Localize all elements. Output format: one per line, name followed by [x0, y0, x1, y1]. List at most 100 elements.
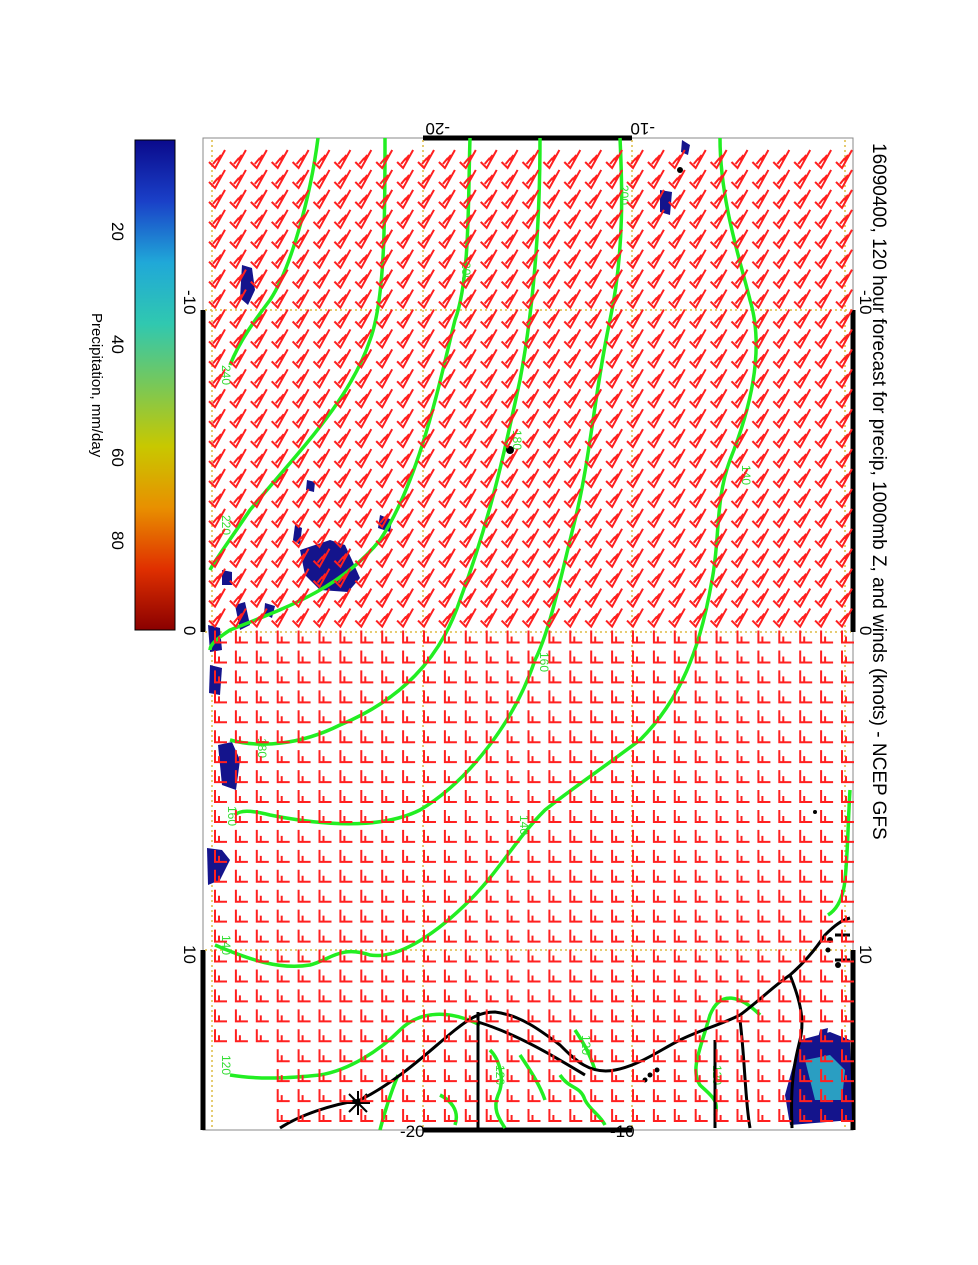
wind-barb	[548, 849, 562, 863]
wind-barb	[584, 309, 603, 330]
wind-barb	[443, 929, 457, 943]
wind-barb	[793, 368, 812, 389]
wind-barb	[464, 929, 478, 943]
wind-barb	[276, 809, 290, 823]
wind-barb	[647, 269, 665, 290]
wind-barb	[479, 588, 498, 609]
wind-barb	[542, 388, 561, 409]
wind-barb	[799, 770, 813, 784]
wind-barb	[778, 1009, 792, 1023]
wind-barb	[297, 630, 311, 644]
wind-barb	[234, 869, 248, 883]
wind-barb	[381, 929, 395, 943]
wind-barb	[333, 468, 352, 489]
wind-barb	[255, 809, 269, 823]
wind-barb	[730, 408, 749, 429]
wind-barb	[647, 528, 665, 549]
wind-barb	[291, 428, 310, 449]
wind-barb	[360, 770, 374, 784]
wind-barb	[542, 368, 561, 389]
wind-barb	[333, 428, 352, 449]
wind-barb	[542, 528, 561, 549]
wind-barb	[709, 189, 728, 210]
wind-barb	[563, 348, 582, 370]
wind-barb	[626, 408, 644, 429]
wind-barb	[375, 189, 394, 210]
wind-barb	[438, 368, 456, 389]
wind-barb	[375, 588, 394, 609]
wind-barb	[276, 1109, 290, 1122]
wind-barb	[333, 528, 352, 549]
wind-barb	[229, 368, 247, 389]
wind-barb	[527, 770, 541, 784]
wind-barb	[291, 388, 310, 409]
wind-barb	[229, 169, 247, 190]
wind-barb	[506, 849, 520, 863]
wind-barb	[339, 1089, 353, 1103]
wind-barb	[548, 730, 562, 744]
wind-barb	[402, 1109, 416, 1122]
wind-barb	[381, 809, 395, 823]
wind-barb	[443, 909, 457, 923]
wind-barb	[464, 750, 478, 764]
wind-barb	[402, 809, 416, 823]
wind-barb	[841, 770, 854, 784]
wind-barb	[276, 1069, 290, 1083]
wind-barb	[673, 869, 687, 883]
wind-barb	[688, 229, 707, 250]
wind-barb	[312, 568, 331, 589]
wind-barb	[417, 309, 435, 330]
wind-barb	[318, 929, 332, 943]
wind-barb	[318, 650, 332, 664]
wind-barb	[229, 468, 247, 489]
wind-barb	[799, 989, 813, 1003]
wind-barb	[632, 670, 645, 684]
wind-barb	[799, 809, 813, 823]
wind-barb	[527, 889, 541, 903]
wind-barb	[527, 989, 541, 1003]
wind-barb	[569, 1029, 583, 1043]
wind-barb	[291, 528, 310, 549]
wind-barb	[605, 388, 623, 409]
wind-barb	[318, 829, 332, 843]
wind-barb	[360, 829, 374, 843]
wind-barb	[632, 730, 645, 744]
wind-barb	[506, 1029, 520, 1043]
wind-barb	[715, 650, 729, 664]
wind-barb	[799, 929, 813, 943]
wind-barb	[751, 428, 770, 449]
wind-barb	[208, 568, 226, 589]
wind-barb	[548, 690, 562, 704]
wind-barb	[772, 328, 791, 350]
wind-barb	[527, 829, 541, 843]
wind-barb	[333, 588, 352, 609]
wind-barb	[772, 448, 791, 469]
wind-barb	[548, 650, 562, 664]
wind-barb	[772, 169, 791, 190]
wind-barb	[459, 348, 477, 370]
wind-barb	[715, 909, 729, 923]
wind-barb	[417, 368, 435, 389]
wind-barb	[527, 1069, 541, 1083]
wind-barb	[652, 849, 666, 863]
wind-barb	[229, 149, 247, 170]
wind-barb	[250, 408, 268, 429]
wind-barb	[715, 1029, 729, 1043]
wind-barb	[647, 229, 665, 250]
wind-barb	[542, 149, 561, 170]
wind-barb	[668, 468, 686, 489]
wind-barb	[632, 690, 645, 704]
wind-barb	[443, 809, 457, 823]
wind-barb	[500, 568, 519, 589]
wind-barb	[835, 388, 853, 409]
wind-barb	[751, 229, 770, 250]
wind-barb	[673, 1089, 687, 1103]
wind-barb	[438, 468, 456, 489]
wind-barb	[402, 909, 416, 923]
wind-barb	[563, 328, 582, 350]
wind-barb	[333, 448, 352, 469]
wind-barb	[354, 269, 373, 290]
wind-barb	[360, 650, 374, 664]
wind-barb	[423, 889, 436, 903]
wind-barb	[459, 428, 477, 449]
